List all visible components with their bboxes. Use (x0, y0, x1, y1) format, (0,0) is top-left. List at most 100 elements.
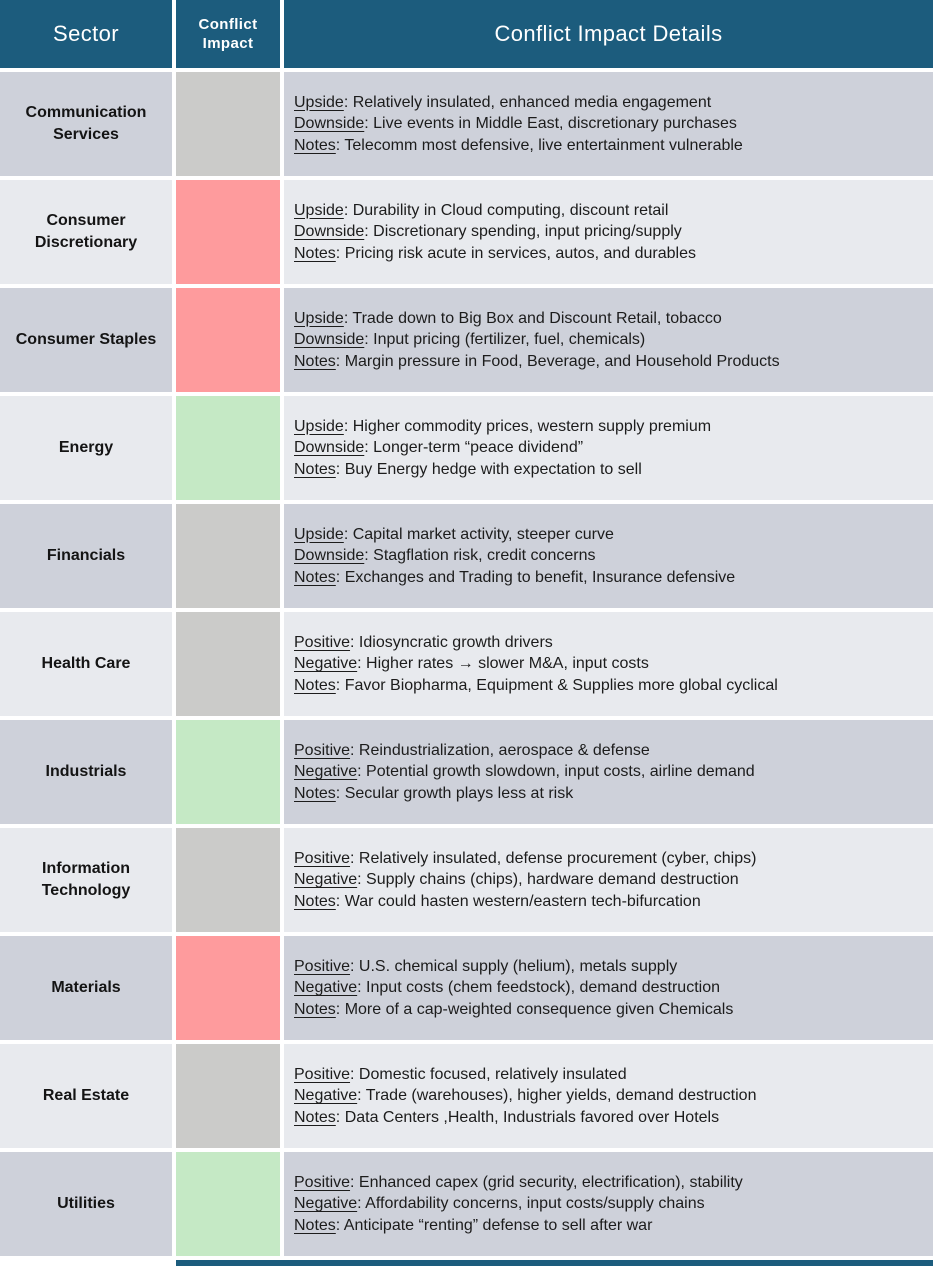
header-conflict-impact: Conflict Impact (176, 0, 280, 68)
detail-line: Notes: Buy Energy hedge with expectation… (294, 460, 642, 478)
detail-line: Negative: Input costs (chem feedstock), … (294, 979, 720, 997)
detail-line: Downside: Longer-term “peace dividend” (294, 439, 584, 457)
sector-cell: Materials (0, 936, 172, 1040)
detail-label: Downside (294, 439, 365, 457)
detail-label: Notes (294, 460, 336, 478)
impact-cell-neutral (176, 612, 280, 716)
detail-line: Negative: Supply chains (chips), hardwar… (294, 871, 739, 889)
detail-label: Notes (294, 676, 336, 694)
detail-line: Upside: Durability in Cloud computing, d… (294, 201, 669, 219)
detail-label: Upside (294, 417, 344, 435)
details-cell: Positive: Idiosyncratic growth drivers Ne… (284, 612, 933, 716)
details-cell: Upside: Relatively insulated, enhanced m… (284, 72, 933, 176)
detail-label: Notes (294, 784, 336, 802)
detail-label: Notes (294, 1216, 336, 1234)
impact-cell-positive (176, 1152, 280, 1256)
sector-cell: Consumer Discretionary (0, 180, 172, 284)
detail-label: Negative (294, 871, 358, 889)
sector-cell: Financials (0, 504, 172, 608)
detail-line: Downside: Input pricing (fertilizer, fue… (294, 331, 646, 349)
detail-label: Notes (294, 136, 336, 154)
sector-cell: Energy (0, 396, 172, 500)
detail-line: Negative: Trade (warehouses), higher yie… (294, 1087, 757, 1105)
impact-cell-positive (176, 396, 280, 500)
detail-label: Negative (294, 763, 358, 781)
detail-line: Positive: Enhanced capex (grid security,… (294, 1173, 743, 1191)
detail-label: Negative (294, 979, 358, 997)
impact-cell-negative (176, 936, 280, 1040)
detail-line: Notes: Secular growth plays less at risk (294, 784, 574, 802)
detail-line: Notes: Favor Biopharma, Equipment & Supp… (294, 676, 778, 694)
detail-label: Notes (294, 892, 336, 910)
detail-label: Notes (294, 568, 336, 586)
sector-cell: Real Estate (0, 1044, 172, 1148)
detail-line: Downside: Live events in Middle East, di… (294, 115, 737, 133)
sector-cell: Health Care (0, 612, 172, 716)
impact-cell-neutral (176, 1044, 280, 1148)
detail-line: Notes: More of a cap-weighted consequenc… (294, 1000, 734, 1018)
detail-label: Downside (294, 331, 365, 349)
detail-label: Notes (294, 1000, 336, 1018)
detail-line: Upside: Relatively insulated, enhanced m… (294, 93, 712, 111)
detail-line: Upside: Capital market activity, steeper… (294, 525, 614, 543)
detail-label: Downside (294, 115, 365, 133)
detail-label: Positive (294, 633, 351, 651)
detail-line: Notes: Margin pressure in Food, Beverage… (294, 352, 780, 370)
detail-label: Positive (294, 1065, 351, 1083)
detail-label: Positive (294, 741, 351, 759)
detail-line: Downside: Discretionary spending, input … (294, 223, 682, 241)
impact-cell-neutral (176, 828, 280, 932)
detail-label: Upside (294, 309, 344, 327)
detail-line: Upside: Trade down to Big Box and Discou… (294, 309, 722, 327)
next-page-header-strip (0, 1260, 933, 1266)
impact-cell-positive (176, 720, 280, 824)
impact-cell-negative (176, 180, 280, 284)
sector-cell: Information Technology (0, 828, 172, 932)
detail-label: Positive (294, 1173, 351, 1191)
detail-line: Negative: Higher rates → slower M&A, inp… (294, 655, 649, 673)
detail-line: Notes: Pricing risk acute in services, a… (294, 244, 696, 262)
detail-line: Negative: Affordability concerns, input … (294, 1195, 705, 1213)
sector-cell: Consumer Staples (0, 288, 172, 392)
detail-label: Downside (294, 547, 365, 565)
detail-line: Notes: Telecomm most defensive, live ent… (294, 136, 743, 154)
detail-line: Notes: War could hasten western/eastern … (294, 892, 701, 910)
details-cell: Upside: Capital market activity, steeper… (284, 504, 933, 608)
detail-line: Positive: U.S. chemical supply (helium),… (294, 957, 678, 975)
detail-line: Positive: Idiosyncratic growth drivers (294, 633, 553, 651)
detail-line: Positive: Domestic focused, relatively i… (294, 1065, 627, 1083)
details-cell: Positive: U.S. chemical supply (helium),… (284, 936, 933, 1040)
detail-label: Notes (294, 352, 336, 370)
details-cell: Upside: Higher commodity prices, western… (284, 396, 933, 500)
detail-label: Negative (294, 655, 358, 673)
detail-label: Upside (294, 525, 344, 543)
details-cell: Upside: Durability in Cloud computing, d… (284, 180, 933, 284)
sector-cell: Utilities (0, 1152, 172, 1256)
detail-label: Positive (294, 957, 351, 975)
detail-label: Negative (294, 1195, 358, 1213)
impact-cell-neutral (176, 72, 280, 176)
details-cell: Positive: Enhanced capex (grid security,… (284, 1152, 933, 1256)
detail-label: Notes (294, 244, 336, 262)
sector-cell: Communication Services (0, 72, 172, 176)
detail-line: Negative: Potential growth slowdown, inp… (294, 763, 755, 781)
impact-cell-neutral (176, 504, 280, 608)
details-cell: Upside: Trade down to Big Box and Discou… (284, 288, 933, 392)
detail-line: Notes: Exchanges and Trading to benefit,… (294, 568, 736, 586)
header-sector: Sector (0, 0, 172, 68)
detail-label: Positive (294, 849, 351, 867)
detail-line: Positive: Relatively insulated, defense … (294, 849, 757, 867)
sector-cell: Industrials (0, 720, 172, 824)
detail-line: Notes: Anticipate “renting” defense to s… (294, 1216, 653, 1234)
details-cell: Positive: Domestic focused, relatively i… (284, 1044, 933, 1148)
next-page-header-peek (176, 1260, 933, 1266)
detail-label: Downside (294, 223, 365, 241)
detail-line: Positive: Reindustrialization, aerospace… (294, 741, 650, 759)
detail-line: Notes: Data Centers ,Health, Industrials… (294, 1108, 720, 1126)
details-cell: Positive: Reindustrialization, aerospace… (284, 720, 933, 824)
detail-label: Upside (294, 201, 344, 219)
header-conflict-impact-details: Conflict Impact Details (284, 0, 933, 68)
detail-line: Upside: Higher commodity prices, western… (294, 417, 712, 435)
impact-cell-negative (176, 288, 280, 392)
